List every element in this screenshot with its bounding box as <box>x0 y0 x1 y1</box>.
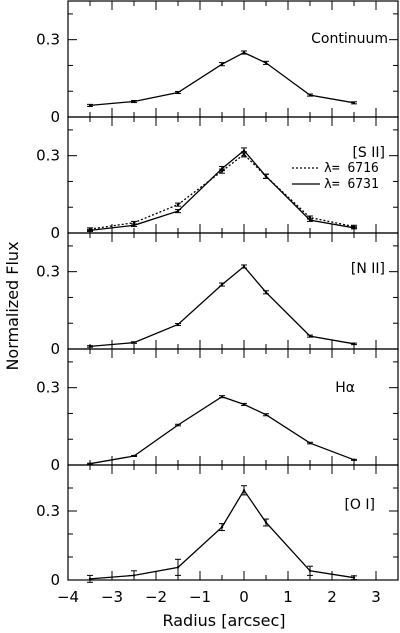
data-point <box>352 458 356 462</box>
data-point <box>264 291 268 294</box>
data-point <box>220 62 224 66</box>
legend-entry: λ= 6716 <box>324 161 379 176</box>
y-tick-label: 0 <box>50 340 60 358</box>
data-point <box>264 61 268 65</box>
data-point <box>352 342 356 346</box>
panel-label: [O I] <box>344 497 375 513</box>
panel-label: [N II] <box>351 261 385 277</box>
data-point <box>132 341 136 344</box>
data-point <box>176 323 180 326</box>
data-point <box>242 489 246 492</box>
data-point <box>220 525 224 529</box>
data-point <box>132 221 136 224</box>
data-point <box>242 149 246 152</box>
data-point <box>264 521 268 524</box>
y-tick-label: 0 <box>50 224 60 242</box>
data-point <box>88 104 92 107</box>
panel-label: Hα <box>335 380 355 396</box>
y-tick-label: 0.3 <box>36 502 60 520</box>
panel-label: [S II] <box>352 145 385 161</box>
data-point <box>308 334 312 338</box>
y-tick-label: 0.3 <box>36 379 60 397</box>
data-point <box>132 100 136 103</box>
x-tick-label: 1 <box>283 588 293 606</box>
series-line <box>89 265 355 348</box>
x-tick-label: 2 <box>327 588 337 606</box>
data-point <box>308 218 312 222</box>
data-point <box>88 229 92 232</box>
data-point <box>308 441 312 445</box>
x-tick-label: −2 <box>145 588 167 606</box>
x-tick-label: 3 <box>371 588 381 606</box>
data-point <box>176 203 180 206</box>
data-point <box>242 403 246 406</box>
legend-entry: λ= 6731 <box>324 177 379 192</box>
data-point <box>132 574 136 577</box>
panel-3: 0 0.3 [N II] <box>36 232 399 358</box>
y-tick-label: 0 <box>50 108 60 126</box>
panel-frame <box>67 232 399 350</box>
data-point <box>220 283 224 286</box>
y-tick-label: 0 <box>50 456 60 474</box>
data-point <box>308 216 312 219</box>
y-tick-label: 0.3 <box>36 263 60 281</box>
panel-frame <box>67 464 399 581</box>
data-point <box>220 167 224 170</box>
data-point <box>176 209 180 213</box>
data-point <box>132 224 136 227</box>
y-tick-label: 0.3 <box>36 31 60 49</box>
data-point <box>352 226 356 230</box>
data-point <box>176 91 180 94</box>
series-line <box>89 489 355 580</box>
data-point <box>242 265 246 268</box>
data-point <box>88 577 92 581</box>
series-line <box>89 51 355 107</box>
x-tick-label: 0 <box>239 588 249 606</box>
panel-label: Continuum <box>311 31 388 47</box>
x-tick-label: −4 <box>57 588 79 606</box>
data-point <box>176 423 180 427</box>
data-point <box>88 462 92 465</box>
x-tick-label: −3 <box>101 588 123 606</box>
data-point <box>308 93 312 97</box>
data-point <box>220 395 224 398</box>
series-line <box>89 153 355 230</box>
data-point <box>242 51 246 54</box>
x-tick-label: −1 <box>189 588 211 606</box>
panel-4: 0 0.3 Hα <box>36 348 399 474</box>
panel-frame <box>67 348 399 466</box>
y-tick-label: 0 <box>50 571 60 589</box>
data-point <box>242 153 246 156</box>
data-point <box>308 569 312 572</box>
data-point <box>352 576 356 579</box>
y-axis-label: Normalized Flux <box>3 241 22 370</box>
series-line <box>89 149 355 232</box>
data-point <box>132 454 136 458</box>
panel-1: 0 0.3 Continuum <box>36 0 399 126</box>
data-point <box>264 413 268 416</box>
data-point <box>352 101 356 105</box>
panel-5: 0 0.3 [O I] <box>36 464 399 589</box>
series-line <box>89 395 355 465</box>
x-axis-label: Radius [arcsec] <box>162 611 285 630</box>
y-tick-label: 0.3 <box>36 147 60 165</box>
data-point <box>264 175 268 178</box>
data-point <box>88 345 92 348</box>
data-point <box>176 566 180 569</box>
